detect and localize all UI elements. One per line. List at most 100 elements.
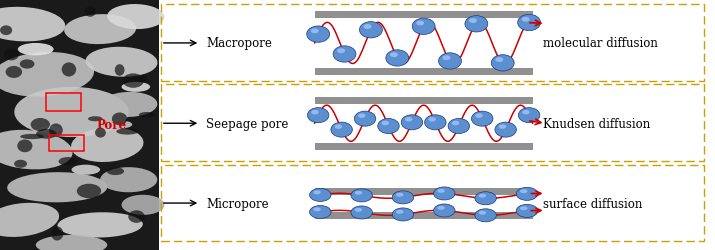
- Text: molecular diffusion: molecular diffusion: [543, 37, 659, 50]
- Ellipse shape: [393, 191, 414, 204]
- Ellipse shape: [122, 195, 164, 215]
- Ellipse shape: [416, 22, 424, 26]
- Ellipse shape: [360, 22, 383, 39]
- Ellipse shape: [17, 140, 32, 153]
- Ellipse shape: [433, 187, 455, 200]
- Ellipse shape: [39, 126, 61, 134]
- Bar: [315, 12, 533, 19]
- Ellipse shape: [412, 19, 435, 35]
- Bar: [315, 69, 533, 76]
- Bar: [46, 94, 81, 111]
- Ellipse shape: [4, 49, 19, 61]
- Ellipse shape: [112, 113, 127, 126]
- Ellipse shape: [51, 226, 64, 240]
- Ellipse shape: [20, 60, 34, 69]
- Bar: [315, 212, 533, 219]
- Bar: [0, 0, 159, 250]
- Text: Pore: Pore: [97, 118, 127, 132]
- Text: Knudsen diffusion: Knudsen diffusion: [543, 117, 651, 130]
- Ellipse shape: [396, 193, 403, 197]
- Ellipse shape: [335, 125, 342, 129]
- Ellipse shape: [491, 56, 514, 72]
- Ellipse shape: [107, 168, 124, 175]
- Ellipse shape: [331, 122, 352, 138]
- Ellipse shape: [522, 110, 530, 115]
- Ellipse shape: [425, 115, 446, 130]
- Ellipse shape: [311, 29, 319, 34]
- Ellipse shape: [0, 203, 59, 237]
- Ellipse shape: [100, 92, 157, 118]
- Ellipse shape: [139, 75, 147, 83]
- Ellipse shape: [396, 210, 403, 214]
- Ellipse shape: [57, 212, 143, 238]
- Ellipse shape: [438, 206, 445, 210]
- Ellipse shape: [443, 56, 450, 61]
- Ellipse shape: [333, 47, 356, 63]
- Ellipse shape: [475, 114, 483, 118]
- Ellipse shape: [469, 19, 477, 24]
- Ellipse shape: [390, 53, 398, 58]
- Ellipse shape: [475, 209, 496, 222]
- Ellipse shape: [111, 121, 132, 129]
- Ellipse shape: [518, 108, 540, 123]
- Ellipse shape: [36, 129, 56, 139]
- Bar: [315, 97, 533, 104]
- Bar: [161, 85, 704, 161]
- Ellipse shape: [7, 172, 107, 203]
- Ellipse shape: [465, 16, 488, 33]
- Bar: [161, 165, 704, 241]
- Ellipse shape: [438, 54, 461, 70]
- Ellipse shape: [378, 119, 399, 134]
- Bar: [49, 135, 84, 151]
- Ellipse shape: [14, 88, 129, 138]
- Ellipse shape: [475, 192, 496, 205]
- Ellipse shape: [6, 67, 22, 79]
- Ellipse shape: [358, 114, 365, 118]
- Ellipse shape: [522, 18, 530, 22]
- Ellipse shape: [36, 235, 107, 250]
- Ellipse shape: [516, 188, 538, 200]
- Ellipse shape: [355, 112, 376, 127]
- Text: Macropore: Macropore: [206, 37, 272, 50]
- Ellipse shape: [478, 194, 486, 198]
- Ellipse shape: [337, 49, 345, 54]
- Ellipse shape: [71, 128, 144, 162]
- Ellipse shape: [313, 208, 321, 212]
- Ellipse shape: [49, 124, 63, 137]
- Ellipse shape: [20, 134, 44, 140]
- Ellipse shape: [14, 160, 27, 168]
- Ellipse shape: [122, 74, 144, 88]
- Ellipse shape: [107, 5, 164, 30]
- Ellipse shape: [0, 26, 12, 36]
- Ellipse shape: [77, 184, 102, 198]
- Ellipse shape: [498, 125, 506, 129]
- Ellipse shape: [393, 208, 414, 221]
- Ellipse shape: [18, 44, 54, 56]
- Ellipse shape: [313, 190, 321, 194]
- Ellipse shape: [61, 63, 77, 77]
- Text: surface diffusion: surface diffusion: [543, 197, 643, 210]
- Ellipse shape: [401, 115, 423, 130]
- Ellipse shape: [355, 208, 363, 212]
- Ellipse shape: [428, 118, 436, 122]
- Text: Micropore: Micropore: [206, 197, 269, 210]
- Ellipse shape: [452, 121, 459, 126]
- Ellipse shape: [311, 110, 319, 115]
- Ellipse shape: [0, 8, 65, 42]
- Ellipse shape: [495, 122, 516, 138]
- Ellipse shape: [355, 191, 363, 195]
- Ellipse shape: [86, 48, 157, 78]
- Ellipse shape: [0, 130, 73, 170]
- Ellipse shape: [88, 117, 102, 122]
- Ellipse shape: [114, 65, 124, 76]
- Ellipse shape: [516, 204, 538, 218]
- Ellipse shape: [478, 211, 486, 215]
- Ellipse shape: [310, 206, 331, 218]
- Ellipse shape: [438, 189, 445, 193]
- Ellipse shape: [433, 204, 455, 217]
- Ellipse shape: [382, 121, 389, 126]
- Ellipse shape: [351, 189, 373, 202]
- Bar: [315, 188, 533, 195]
- Ellipse shape: [117, 129, 139, 135]
- Ellipse shape: [471, 112, 493, 127]
